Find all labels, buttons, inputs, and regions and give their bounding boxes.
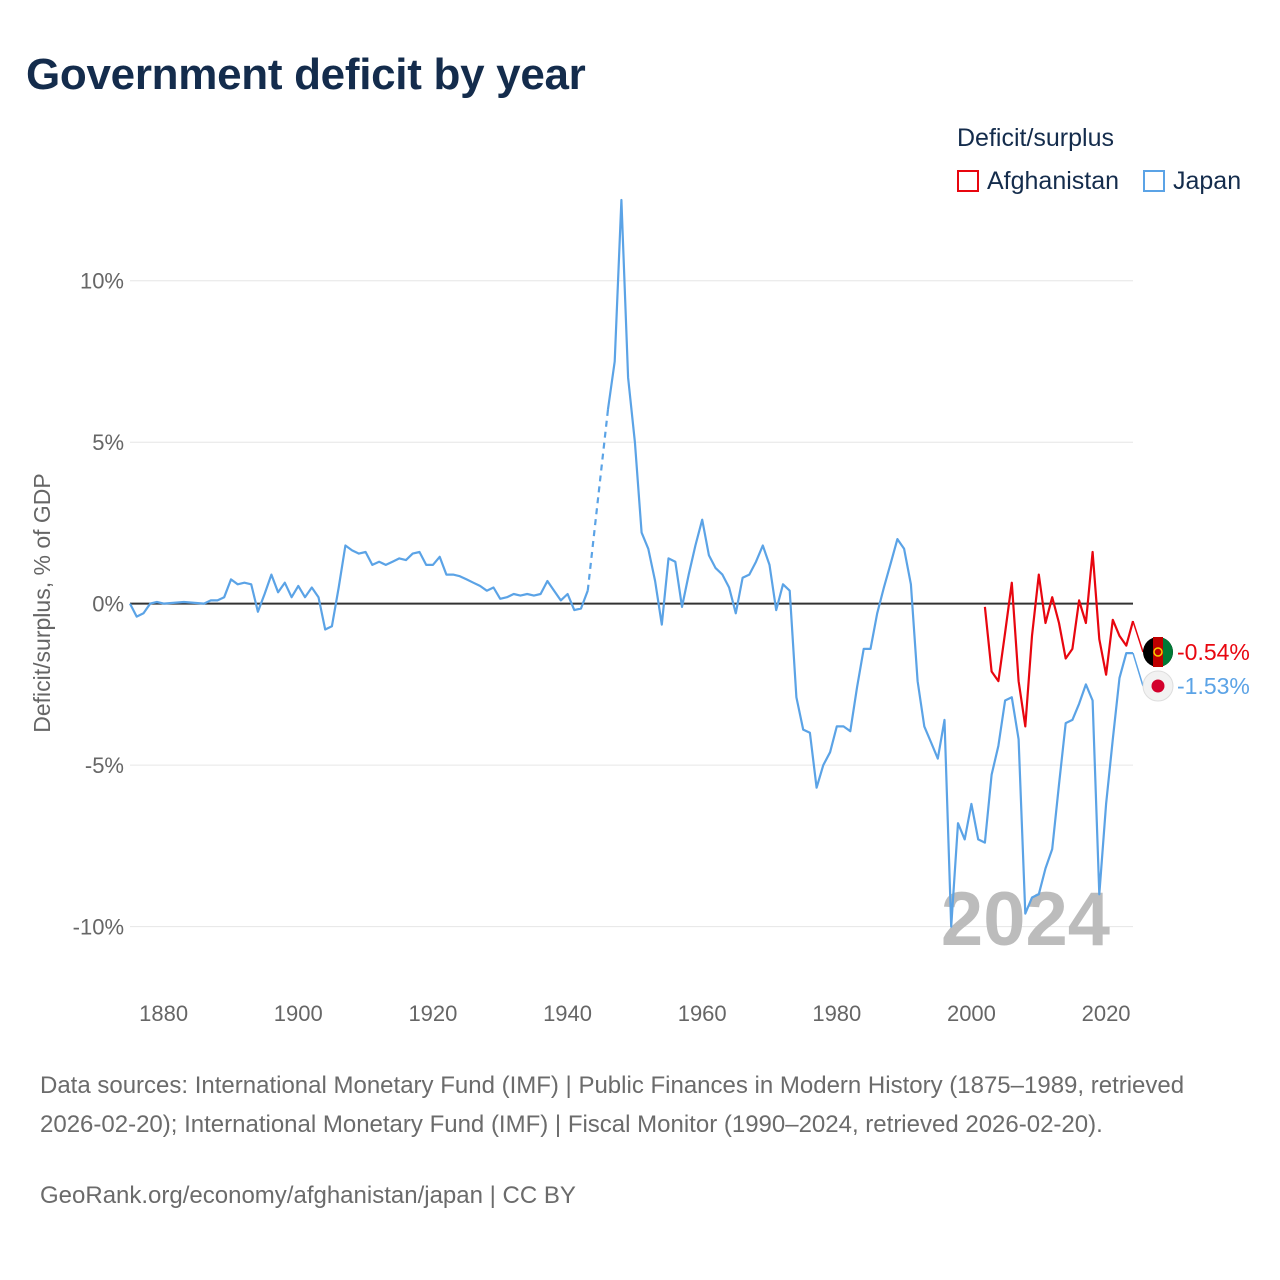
y-tick-label: -10% [73,915,124,940]
series-line-japan [606,198,1133,928]
afghanistan-flag-band [1153,637,1163,667]
x-tick-label: 2020 [1082,1001,1131,1026]
x-tick-label: 1960 [678,1001,727,1026]
end-value-label-afghanistan: -0.54% [1177,639,1250,665]
x-tick-label: 1940 [543,1001,592,1026]
end-connector-japan [1132,652,1144,687]
y-tick-label: 5% [92,430,124,455]
line-chart: 10% 5% 0% -5% -10% 1880 1900 1920 1940 1960 1980 20… [29,198,1250,1026]
afghanistan-flag-emblem [1153,647,1163,657]
x-tick-label: 1920 [408,1001,457,1026]
japan-flag-disc [1151,679,1165,693]
y-tick-label: -5% [85,753,124,778]
legend-swatch-japan [1143,170,1165,192]
chart-title: Government deficit by year [26,50,586,99]
end-connector-afghanistan [1132,620,1144,653]
y-tick-label: 0% [92,592,124,617]
legend-label-japan: Japan [1173,166,1242,195]
series-line-japan [129,544,589,631]
x-tick-label: 1880 [139,1001,188,1026]
series-gap-japan [586,409,610,591]
y-tick-label: 10% [80,269,124,294]
afghanistan-flag-band [1163,637,1173,667]
legend-item-japan[interactable]: Japan [1143,166,1241,196]
end-value-label-japan: -1.53% [1177,673,1250,699]
legend-swatch-afghanistan [957,170,979,192]
credit-line: GeoRank.org/economy/afghanistan/japan | … [40,1182,576,1209]
x-tick-label: 1900 [274,1001,323,1026]
series-line-afghanistan [983,550,1135,728]
y-axis-label: Deficit/surplus, % of GDP [29,473,55,732]
legend-label-afghanistan: Afghanistan [987,166,1120,195]
x-tick-label: 1980 [812,1001,861,1026]
data-sources: Data sources: International Monetary Fun… [40,1072,1185,1138]
legend-title: Deficit/surplus [957,124,1114,152]
x-tick-label: 2000 [947,1001,996,1026]
legend-item-afghanistan[interactable]: Afghanistan [957,166,1119,196]
